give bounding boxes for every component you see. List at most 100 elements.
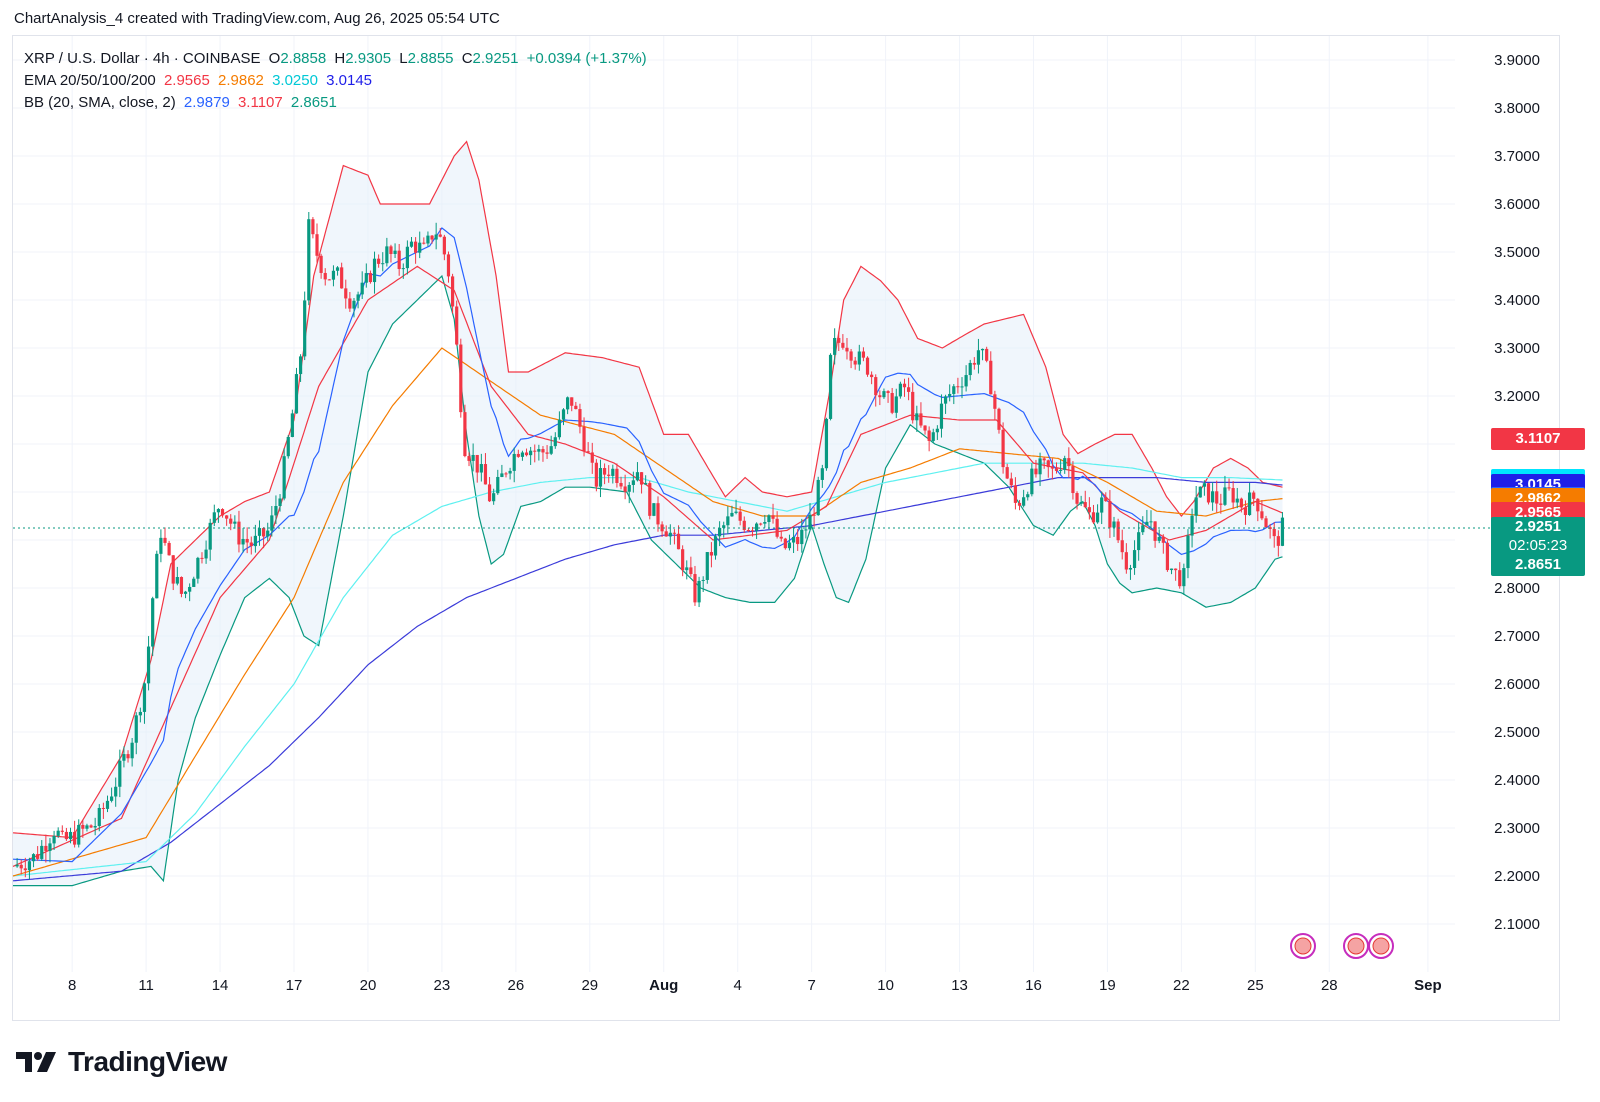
candle-body	[1030, 468, 1034, 495]
candle-body	[779, 536, 783, 539]
bb-title[interactable]: BB (20, SMA, close, 2)	[24, 94, 176, 111]
candle-body	[1067, 458, 1071, 467]
candle-body	[1001, 429, 1005, 468]
bb-lower-value: 2.8651	[290, 94, 337, 111]
candle-body	[816, 479, 820, 516]
candle-body	[1059, 469, 1063, 471]
ema50-line	[12, 347, 1283, 877]
x-tick-label: Aug	[649, 977, 678, 994]
ema20-value: 2.9565	[163, 72, 210, 89]
candle-body	[808, 514, 812, 530]
candle-body	[644, 483, 648, 485]
candle-body	[294, 374, 299, 414]
candle-body	[874, 377, 878, 396]
candle-body	[389, 246, 393, 254]
x-tick-label: 19	[1099, 977, 1116, 994]
candle-body	[282, 456, 286, 499]
candle-body	[841, 342, 845, 348]
candle-body	[1215, 491, 1219, 504]
candle-body	[796, 536, 800, 545]
candle-body	[1017, 502, 1022, 506]
candle-body	[1120, 540, 1124, 553]
bb-basis-line	[12, 227, 1283, 863]
candle-body	[607, 474, 611, 476]
ema-title[interactable]: EMA 20/50/100/200	[24, 72, 156, 89]
candle-body	[200, 557, 204, 559]
candle-body	[709, 552, 714, 556]
candle-body	[1276, 536, 1280, 546]
candle-body	[878, 395, 882, 398]
candle-body	[529, 450, 533, 456]
ema50-value: 2.9862	[218, 72, 264, 89]
candle-body	[241, 538, 245, 545]
price-tag: 2.9251 02:05:23	[1491, 516, 1585, 557]
candle-body	[660, 524, 664, 532]
candle-body	[483, 464, 488, 485]
candle-body	[319, 255, 323, 273]
candle-body	[463, 412, 467, 457]
candle-body	[775, 518, 779, 537]
candle-body	[611, 468, 615, 476]
price-chart[interactable]: 3.9000 3.8000 3.7000 3.6000 3.5000 3.4000 3.30…	[0, 0, 1600, 1030]
candle-body	[837, 337, 841, 343]
x-tick-label: 23	[434, 977, 451, 994]
candle-body	[23, 868, 27, 871]
candle-body	[167, 542, 171, 556]
candle-body	[972, 362, 976, 365]
candle-body	[155, 553, 159, 599]
candle-body	[1223, 487, 1227, 505]
x-tick-label: Sep	[1414, 977, 1442, 994]
candle-body	[1132, 550, 1137, 569]
candle-body	[623, 486, 627, 492]
candle-body	[664, 531, 668, 537]
candle-body	[1202, 483, 1206, 487]
candle-body	[183, 591, 188, 594]
chart-credit: ChartAnalysis_4 created with TradingView…	[14, 10, 500, 27]
candle-body	[307, 219, 311, 301]
candle-body	[459, 344, 463, 413]
candle-body	[492, 493, 496, 502]
bb-basis-value: 2.9879	[183, 94, 230, 111]
candle-body	[570, 397, 574, 406]
candle-body	[298, 356, 303, 375]
candle-body	[960, 386, 964, 388]
candle-body	[734, 511, 738, 513]
candle-body	[315, 234, 319, 256]
candle-body	[134, 715, 138, 743]
candle-body	[923, 425, 927, 431]
candle-body	[824, 418, 829, 469]
candle-body	[1161, 537, 1165, 543]
candle-body	[479, 464, 483, 473]
candle-body	[964, 375, 968, 387]
candle-body	[681, 549, 685, 571]
candle-body	[894, 396, 898, 413]
y-tick-label: 2.4000	[1494, 772, 1540, 789]
candle-body	[85, 825, 89, 829]
candle-body	[385, 246, 389, 264]
candle-body	[594, 462, 598, 487]
candle-body	[220, 509, 225, 516]
candle-body	[639, 472, 644, 485]
candle-body	[915, 413, 919, 421]
candle-body	[146, 646, 151, 684]
candle-body	[561, 409, 566, 420]
tradingview-logo[interactable]: TradingView	[16, 1046, 227, 1078]
candle-body	[1071, 466, 1075, 494]
candle-body	[1137, 532, 1141, 551]
symbol-title[interactable]: XRP / U.S. Dollar · 4h · COINBASE	[24, 50, 261, 67]
candle-body	[101, 807, 105, 809]
candle-body	[1264, 518, 1268, 528]
x-tick-label: 13	[951, 977, 968, 994]
candle-body	[512, 453, 516, 471]
candle-body	[668, 532, 672, 537]
candle-body	[763, 522, 767, 524]
candle-body	[1095, 512, 1100, 523]
candle-body	[627, 484, 631, 492]
candle-body	[438, 234, 442, 237]
candle-body	[566, 397, 570, 410]
us-flag-icon	[1372, 937, 1390, 955]
candle-body	[1063, 458, 1067, 470]
candle-body	[939, 403, 944, 429]
candle-body	[980, 348, 985, 351]
candle-body	[352, 300, 356, 309]
